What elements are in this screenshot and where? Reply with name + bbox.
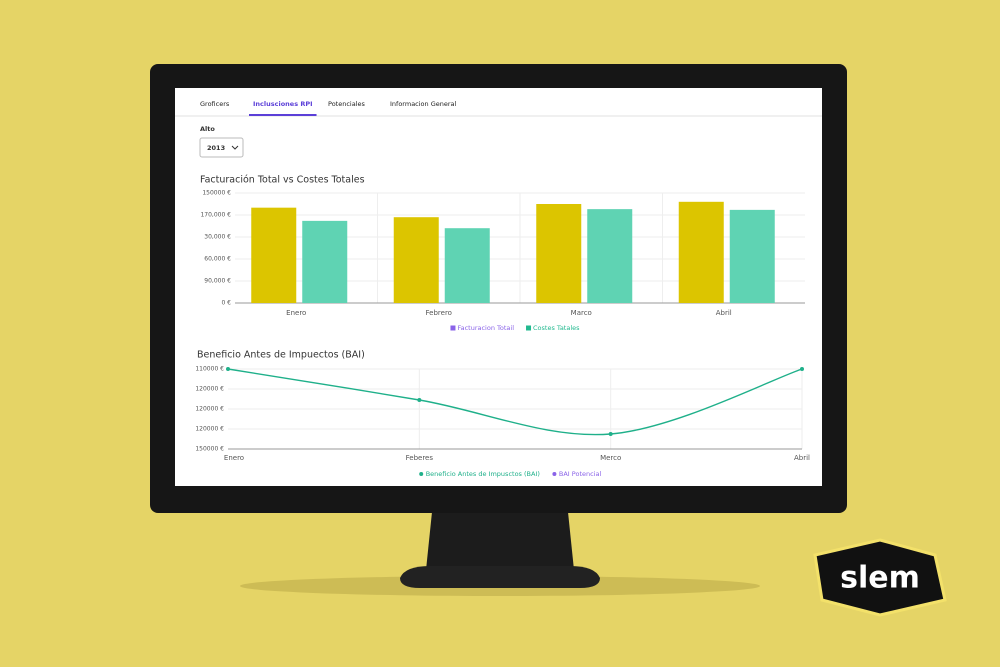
point: [608, 432, 613, 436]
legend-label[interactable]: BAI Potencial: [559, 470, 602, 478]
legend-label[interactable]: Beneficio Antes de Impusctos (BAI): [426, 470, 540, 478]
legend-swatch: [526, 325, 532, 331]
legend: Beneficio Antes de Impusctos (BAI) BAI Po…: [419, 470, 601, 478]
legend: Facturacion Totail Costes Tatales: [450, 324, 580, 332]
charts: Facturación Total vs Costes Totales 0 € 90…: [195, 175, 810, 479]
select-arrow: [231, 145, 239, 150]
legend-swatch: [450, 325, 456, 331]
y-tick-label: 110000 €: [195, 366, 224, 373]
y-tick-label: 120000 €: [195, 386, 224, 393]
monitor-neck: [426, 512, 574, 570]
y-tick-label: 90,000 €: [204, 278, 231, 285]
bar: [729, 209, 775, 303]
tab[interactable]: Potenciales: [328, 100, 365, 108]
active-tab-underline: [249, 114, 317, 116]
year-select-value[interactable]: 2013: [207, 144, 225, 152]
monitor-base: [400, 566, 600, 588]
legend-swatch: [552, 472, 557, 476]
legend-swatch: [419, 472, 424, 476]
x-tick-label: Feberes: [406, 454, 434, 462]
x-tick-label: Merco: [600, 454, 621, 462]
tab-bar: Groficers Inclusciones RPI Potenciales Info…: [200, 100, 457, 116]
legend-label[interactable]: Facturacion Totail: [457, 324, 514, 332]
y-tick-label: 120000 €: [195, 426, 224, 433]
line-series: [227, 368, 803, 436]
bar: [302, 220, 348, 303]
chart-title: Facturación Total vs Costes Totales: [200, 175, 365, 186]
tab[interactable]: Informacion General: [390, 100, 457, 108]
logo-badge: [813, 538, 947, 617]
x-tick-label: Abril: [794, 454, 810, 462]
x-tick-label: Marco: [571, 309, 592, 317]
tab[interactable]: Groficers: [200, 100, 230, 108]
y-tick-label: 170,000 €: [200, 212, 231, 219]
year-select[interactable]: [199, 137, 244, 158]
filter-label: Alto: [200, 125, 215, 133]
legend-label[interactable]: Costes Tatales: [533, 324, 580, 332]
x-tick-label: Enero: [224, 454, 244, 462]
bar: [678, 201, 724, 303]
x-tick-label: Enero: [286, 309, 306, 317]
y-tick-label: 150000 €: [195, 446, 224, 453]
logo-text: slem: [840, 561, 920, 596]
x-tick-label: Febrero: [426, 309, 452, 317]
point: [800, 367, 804, 371]
y-tick-label: 30,000 €: [204, 234, 231, 241]
bar: [251, 207, 297, 303]
bar: [444, 228, 490, 303]
bar: [536, 204, 582, 303]
chart-title: Beneficio Antes de Impuectos (BAI): [197, 350, 365, 361]
bar: [587, 209, 633, 303]
tab[interactable]: Inclusciones RPI: [253, 100, 313, 108]
point: [226, 367, 230, 371]
y-tick-label: 150000 €: [202, 190, 231, 197]
y-tick-label: 0 €: [221, 300, 231, 307]
point: [417, 398, 422, 402]
x-tick-label: Abril: [716, 309, 732, 317]
bar: [393, 217, 439, 303]
y-tick-label: 120000 €: [195, 406, 224, 413]
y-tick-label: 60,000 €: [204, 256, 231, 263]
